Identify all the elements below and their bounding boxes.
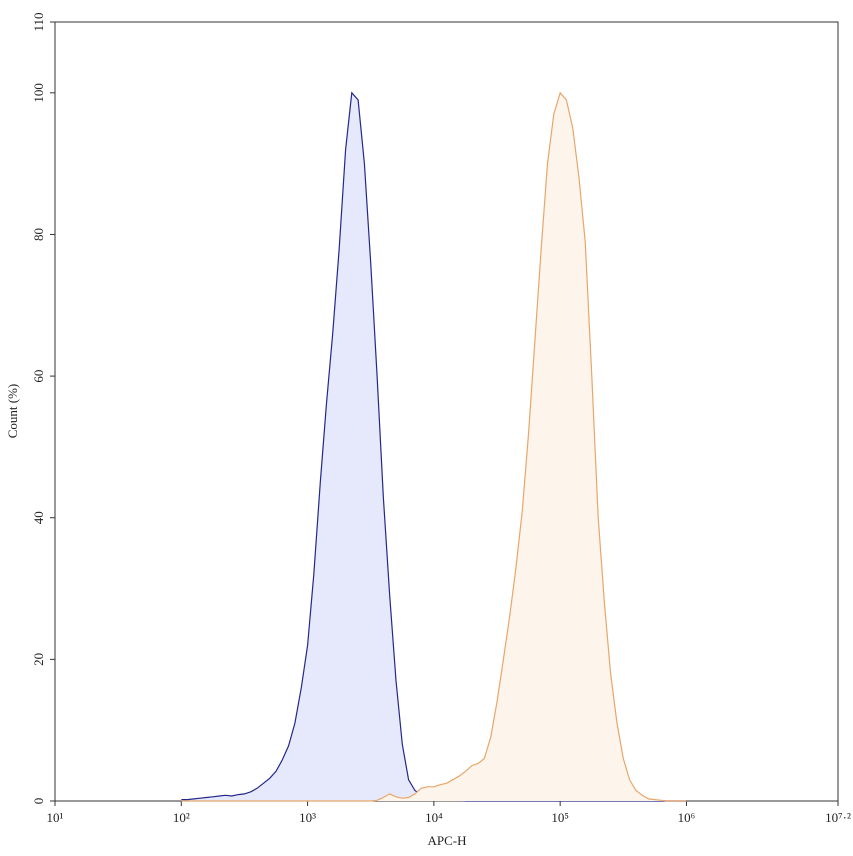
x-tick-label: 10³ [299, 810, 316, 825]
y-tick-label: 0 [31, 798, 46, 805]
y-tick-label: 80 [31, 228, 46, 241]
x-tick-label: 10⁶ [678, 810, 696, 825]
y-tick-label: 110 [31, 12, 46, 31]
y-tick-label: 100 [31, 83, 46, 103]
y-tick-label: 20 [31, 653, 46, 666]
x-axis-label: APC-H [427, 833, 466, 848]
plot-frame [54, 21, 839, 802]
x-tick-label: 10⁷·² [825, 810, 851, 825]
x-tick-label: 10¹ [47, 810, 64, 825]
x-tick-label: 10² [173, 810, 190, 825]
area [181, 92, 687, 802]
y-axis-label: Count (%) [5, 384, 20, 439]
x-tick-label: 10⁴ [425, 810, 443, 825]
x-tick-label: 10⁵ [551, 810, 569, 825]
y-tick-label: 40 [31, 511, 46, 524]
y-tick-label: 60 [31, 370, 46, 383]
line [181, 91, 687, 802]
